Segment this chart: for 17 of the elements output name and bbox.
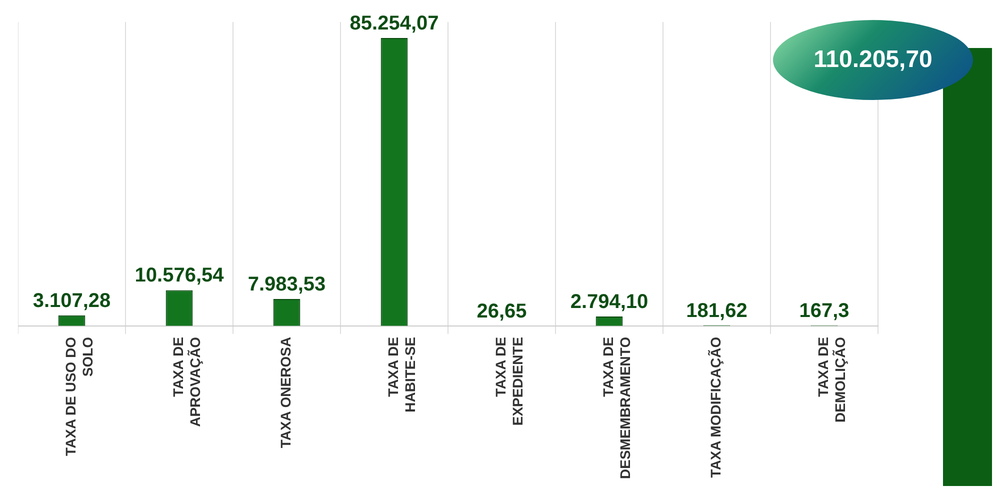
data-label: 181,62 — [686, 300, 748, 322]
x-tick-label: TAXA ONEROSA — [278, 336, 294, 448]
x-tick-label: TAXA MODIFICAÇÃO — [708, 336, 724, 478]
x-tick-label: TAXA DE EXPEDIENTE — [492, 336, 526, 426]
x-tick-label: TAXA DE USO DO SOLO — [62, 336, 96, 456]
total-badge: 110.205,70 — [773, 20, 973, 100]
x-tick-label: TAXA DE DESMEMBRAMENTO — [600, 336, 633, 479]
data-label: 85.254,07 — [350, 12, 439, 35]
data-label: 3.107,28 — [32, 290, 111, 312]
data-label: 7.983,53 — [248, 273, 326, 296]
x-tick-label: TAXA DE APROVAÇÃO — [170, 336, 203, 427]
data-label: 10.576,54 — [134, 264, 225, 287]
x-tick-label: TAXA DE DEMOLIÇÃO — [815, 336, 848, 422]
data-label: 2.794,10 — [570, 291, 648, 313]
x-tick-label: TAXA DE HABITE-SE — [385, 336, 418, 412]
data-label: 26,65 — [476, 300, 527, 322]
data-label: 167,3 — [799, 300, 850, 322]
